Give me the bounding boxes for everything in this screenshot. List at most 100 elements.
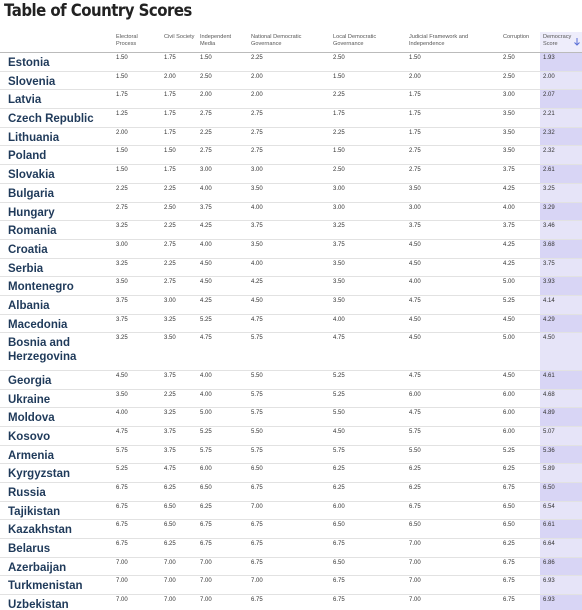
score-value: 5.75 bbox=[409, 428, 421, 435]
column-header[interactable]: Electoral Process bbox=[116, 34, 138, 47]
score-value: 6.93 bbox=[543, 578, 555, 585]
score-value: 5.25 bbox=[333, 391, 345, 398]
score-value: 3.75 bbox=[164, 428, 176, 435]
score-value: 3.93 bbox=[543, 279, 555, 286]
score-value: 4.68 bbox=[543, 391, 555, 398]
score-value: 6.50 bbox=[503, 522, 515, 529]
country-name: Romania bbox=[8, 225, 57, 238]
score-cell-bg bbox=[540, 165, 582, 183]
table-row: Czech Republic 1.25 1.75 2.75 2.75 1.75 1.75 3.… bbox=[0, 109, 582, 128]
score-value: 3.00 bbox=[116, 241, 128, 248]
score-value: 4.00 bbox=[251, 260, 263, 267]
score-value: 2.50 bbox=[200, 73, 212, 80]
column-header[interactable]: Democracy Score bbox=[543, 34, 572, 47]
column-header[interactable]: Corruption bbox=[503, 34, 530, 40]
score-value: 5.75 bbox=[200, 447, 212, 454]
score-value: 6.75 bbox=[251, 559, 263, 566]
page-title: Table of Country Scores bbox=[4, 1, 192, 21]
score-cell-bg bbox=[540, 53, 582, 71]
table-row: Kosovo 4.75 3.75 5.25 5.50 4.50 5.75 6.00 5.07 bbox=[0, 426, 582, 446]
score-value: 3.75 bbox=[200, 204, 212, 211]
table-row: Slovakia 1.50 1.75 3.00 3.00 2.50 2.75 3.75 2.61 bbox=[0, 165, 582, 184]
score-value: 4.00 bbox=[409, 279, 421, 286]
score-value: 2.25 bbox=[116, 185, 128, 192]
score-value: 2.50 bbox=[503, 73, 515, 80]
table-row: Romania 3.25 2.25 4.25 3.75 3.25 3.75 3.75 3.46 bbox=[0, 221, 582, 240]
country-name: Estonia bbox=[8, 57, 50, 69]
score-value: 6.25 bbox=[200, 503, 212, 510]
score-value: 6.75 bbox=[503, 597, 515, 604]
score-value: 5.25 bbox=[333, 372, 345, 379]
score-value: 5.75 bbox=[251, 410, 263, 417]
column-header[interactable]: National Democratic Governance bbox=[251, 34, 302, 47]
score-value: 2.50 bbox=[333, 167, 345, 174]
score-value: 4.00 bbox=[333, 316, 345, 323]
sort-arrow[interactable] bbox=[574, 38, 580, 46]
table-row: Azerbaijan 7.00 7.00 7.00 6.75 6.50 7.00 6.75 6.… bbox=[0, 557, 582, 577]
score-value: 5.00 bbox=[503, 279, 515, 286]
country-name: Moldova bbox=[8, 412, 55, 425]
score-value: 1.75 bbox=[164, 92, 176, 99]
table-row: Armenia 5.75 3.75 5.75 5.75 5.75 5.50 5.25 5.36 bbox=[0, 445, 582, 465]
score-value: 6.75 bbox=[200, 541, 212, 547]
score-value: 5.07 bbox=[543, 428, 555, 435]
country-name: Serbia bbox=[8, 262, 44, 275]
score-value: 6.50 bbox=[503, 503, 515, 510]
score-value: 1.50 bbox=[333, 73, 345, 80]
score-value: 4.25 bbox=[200, 297, 212, 304]
score-value: 5.50 bbox=[409, 447, 421, 454]
score-value: 1.75 bbox=[409, 111, 421, 118]
table-row: Turkmenistan 7.00 7.00 7.00 7.00 6.75 7.00 6.75… bbox=[0, 576, 582, 596]
country-name: Montenegro bbox=[8, 281, 74, 294]
score-value: 1.75 bbox=[333, 111, 345, 118]
score-value: 3.75 bbox=[116, 316, 128, 323]
score-value: 2.00 bbox=[409, 73, 421, 80]
country-name: Slovakia bbox=[8, 169, 55, 182]
score-value: 3.00 bbox=[333, 185, 345, 192]
score-value: 4.50 bbox=[543, 335, 555, 342]
score-value: 3.75 bbox=[251, 223, 263, 230]
score-value: 6.00 bbox=[503, 391, 515, 398]
country-name: Croatia bbox=[8, 243, 48, 256]
score-value: 7.00 bbox=[164, 597, 176, 604]
country-name: Russia bbox=[8, 486, 46, 499]
score-cell-bg bbox=[540, 595, 582, 610]
score-value: 2.50 bbox=[503, 55, 515, 61]
score-value: 5.50 bbox=[251, 428, 263, 435]
score-value: 6.25 bbox=[409, 484, 421, 491]
table-row: Tajikistan 6.75 6.50 6.25 7.00 6.00 6.75 6.50 6.… bbox=[0, 501, 582, 521]
score-value: 4.50 bbox=[409, 335, 421, 342]
table-row: Lithuania 2.00 1.75 2.25 2.75 2.25 1.75 3.50 2.3… bbox=[0, 127, 582, 147]
score-value: 5.75 bbox=[251, 391, 263, 398]
score-value: 2.75 bbox=[164, 241, 176, 248]
score-cell-bg bbox=[540, 146, 582, 165]
score-cell-bg bbox=[540, 482, 582, 501]
score-value: 3.25 bbox=[543, 185, 555, 192]
country-name: Armenia bbox=[8, 449, 55, 462]
column-header[interactable]: Independent Media bbox=[200, 34, 232, 47]
score-value: 1.75 bbox=[164, 167, 176, 174]
score-value: 7.00 bbox=[409, 597, 421, 604]
score-cell-bg bbox=[540, 239, 582, 258]
score-cell-bg bbox=[540, 127, 582, 146]
score-value: 5.00 bbox=[503, 335, 515, 342]
score-value: 3.00 bbox=[503, 92, 515, 99]
score-value: 3.25 bbox=[164, 316, 176, 323]
score-value: 7.00 bbox=[200, 578, 212, 585]
score-value: 6.54 bbox=[543, 503, 555, 510]
column-header[interactable]: Local Democratic Governance bbox=[333, 34, 377, 47]
country-name: Poland bbox=[8, 150, 47, 163]
country-name: Bulgaria bbox=[8, 187, 55, 200]
column-header[interactable]: Civil Society bbox=[164, 34, 195, 40]
score-value: 6.75 bbox=[251, 522, 263, 529]
score-value: 6.50 bbox=[164, 522, 176, 529]
score-value: 2.75 bbox=[251, 129, 263, 136]
score-table: Electoral Process Civil Society Independen… bbox=[0, 32, 582, 610]
column-header[interactable]: Judicial Framework and Independence bbox=[409, 34, 469, 47]
score-value: 5.25 bbox=[200, 428, 212, 435]
score-value: 6.75 bbox=[116, 522, 128, 529]
score-value: 4.75 bbox=[409, 372, 421, 379]
score-value: 1.25 bbox=[116, 111, 128, 118]
score-value: 6.75 bbox=[251, 484, 263, 491]
score-cell-bg bbox=[540, 109, 582, 127]
